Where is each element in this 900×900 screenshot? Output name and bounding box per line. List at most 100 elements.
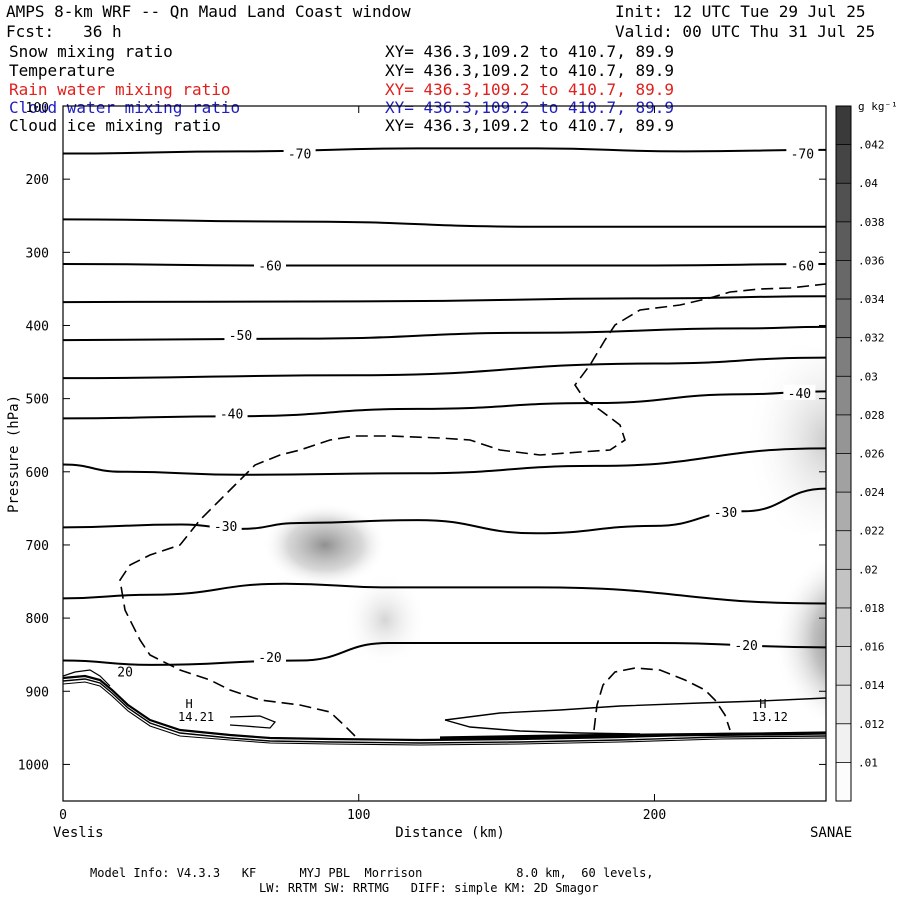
- field-xy-temperature: XY= 436.3,109.2 to 410.7, 89.9: [385, 61, 674, 80]
- y-tick-label: 300: [26, 246, 49, 261]
- model-info-line1: Model Info: V4.3.3 KF MYJ PBL Morrison 8…: [90, 866, 654, 880]
- temperature-contour-10: [63, 641, 826, 666]
- colorbar-swatch: [836, 144, 851, 184]
- temperature-contour-1: [63, 218, 826, 228]
- contour-label-bg: [209, 517, 242, 533]
- field-xy-snow: XY= 436.3,109.2 to 410.7, 89.9: [385, 42, 674, 61]
- valid-time: Valid: 00 UTC Thu 31 Jul 25: [615, 22, 876, 41]
- contour-label-bg: [254, 648, 287, 664]
- contour-label: -20: [734, 639, 757, 654]
- colorbar-swatch: [836, 376, 851, 415]
- terrain-line-2: [63, 678, 826, 744]
- contour-label-bg: [254, 257, 287, 273]
- contour-label: -30: [714, 506, 737, 521]
- x-tick-label: 0: [59, 808, 67, 823]
- contour-label: -20: [258, 651, 281, 666]
- colorbar-swatch: [836, 260, 851, 300]
- low-level-contour: [444, 697, 826, 721]
- contour-label-bg: [730, 637, 763, 653]
- chart-title: AMPS 8-km WRF -- Qn Maud Land Coast wind…: [6, 2, 411, 21]
- field-name-cloud-water: Cloud water mixing ratio: [9, 98, 241, 117]
- field-name-rain: Rain water mixing ratio: [9, 80, 231, 99]
- y-tick-label: 900: [26, 685, 49, 700]
- y-tick-label: 1000: [18, 758, 49, 773]
- terrain-lines: [63, 669, 826, 746]
- colorbar-swatch: [836, 646, 851, 686]
- colorbar-swatch: [836, 723, 851, 763]
- y-tick-label: 700: [26, 539, 49, 554]
- contour-label-low: 20: [117, 666, 133, 681]
- colorbar-swatch: [836, 569, 851, 608]
- colorbar-label: .026: [858, 448, 885, 461]
- terrain-thick: [439, 731, 826, 740]
- field-name-snow: Snow mixing ratio: [9, 42, 173, 61]
- low-level-contour-b: [444, 719, 641, 735]
- colorbar-label: .022: [858, 525, 885, 538]
- extreme-high-marker: H: [759, 697, 766, 711]
- colorbar-label: .028: [858, 409, 885, 422]
- contour-label: -70: [288, 148, 311, 163]
- x-end-label-left: Veslis: [53, 825, 104, 841]
- contour-label-bg: [786, 145, 819, 161]
- colorbar-swatch: [836, 607, 851, 647]
- colorbar-label: .01: [858, 756, 878, 769]
- colorbar-label: .042: [858, 139, 885, 152]
- y-axis-label: Pressure (hPa): [6, 395, 22, 513]
- colorbar-label: .04: [858, 177, 878, 190]
- colorbar-swatch: [836, 221, 851, 261]
- contour-label: -40: [220, 407, 243, 422]
- snow-shading-mid: [263, 503, 387, 587]
- x-axis: 0 100 200: [59, 106, 666, 823]
- contour-label-bg: [783, 384, 816, 400]
- contour-label-bg: [283, 145, 316, 161]
- colorbar-label: .03: [858, 370, 878, 383]
- contour-label: -50: [229, 329, 252, 344]
- temperature-contour-0: [63, 147, 826, 155]
- contour-label: -60: [258, 259, 281, 274]
- temperature-contour-2: [63, 263, 826, 267]
- y-axis: 200 300 400 500 600 700 800 900 1000 100: [18, 101, 826, 773]
- colorbar-swatch: [836, 530, 851, 570]
- contour-label-bg: [215, 405, 248, 421]
- field-name-temperature: Temperature: [9, 61, 115, 80]
- contour-label: -70: [791, 148, 814, 163]
- colorbar-label: .036: [858, 254, 885, 267]
- temperature-contour-5: [63, 356, 826, 380]
- temperature-contours: -70 -70 -60 -60 -50 -40 -40 -30 -30 -20 -20: [63, 145, 826, 666]
- contour-label-bg: [709, 504, 742, 520]
- y-tick-label: 800: [26, 612, 49, 627]
- temperature-contour-7: [63, 447, 826, 476]
- terrain-line-4: [63, 669, 111, 687]
- dashed-contours: [119, 283, 826, 737]
- forecast-hour: Fcst: 36 h: [6, 22, 122, 41]
- temperature-contour-9: [63, 582, 826, 605]
- y-tick-label: 500: [26, 393, 49, 408]
- terrain-closed-contour: [229, 715, 277, 729]
- field-name-cloud-ice: Cloud ice mixing ratio: [9, 116, 221, 135]
- extreme-high-marker: H: [185, 697, 192, 711]
- temperature-contour-3: [63, 295, 826, 304]
- colorbar-swatch: [836, 106, 851, 145]
- colorbar-swatch: [836, 492, 851, 531]
- colorbar-label: .032: [858, 332, 885, 345]
- colorbar-label: .012: [858, 718, 885, 731]
- field-xy-rain: XY= 436.3,109.2 to 410.7, 89.9: [385, 80, 674, 99]
- field-xy-cloud-water: XY= 436.3,109.2 to 410.7, 89.9: [385, 98, 674, 117]
- y-tick-label: 400: [26, 319, 49, 334]
- extreme-value: 13.12: [752, 710, 788, 724]
- field-xy-cloud-ice: XY= 436.3,109.2 to 410.7, 89.9: [385, 116, 674, 135]
- y-tick-label: 600: [26, 466, 49, 481]
- x-axis-label: Distance (km): [395, 825, 505, 841]
- x-tick-label: 100: [347, 808, 370, 823]
- init-time: Init: 12 UTC Tue 29 Jul 25: [615, 2, 866, 21]
- cloud-ice-contour-lower: [593, 667, 731, 731]
- colorbar-swatch: [836, 414, 851, 454]
- colorbar: .01 .012 .014 .016 .018 .02 .022 .024 .026 .028 .0…: [835, 105, 885, 802]
- x-end-label-right: SANAE: [810, 825, 852, 841]
- cloud-ice-contour: [119, 283, 826, 737]
- colorbar-swatch: [836, 685, 851, 724]
- colorbar-label: .024: [858, 486, 885, 499]
